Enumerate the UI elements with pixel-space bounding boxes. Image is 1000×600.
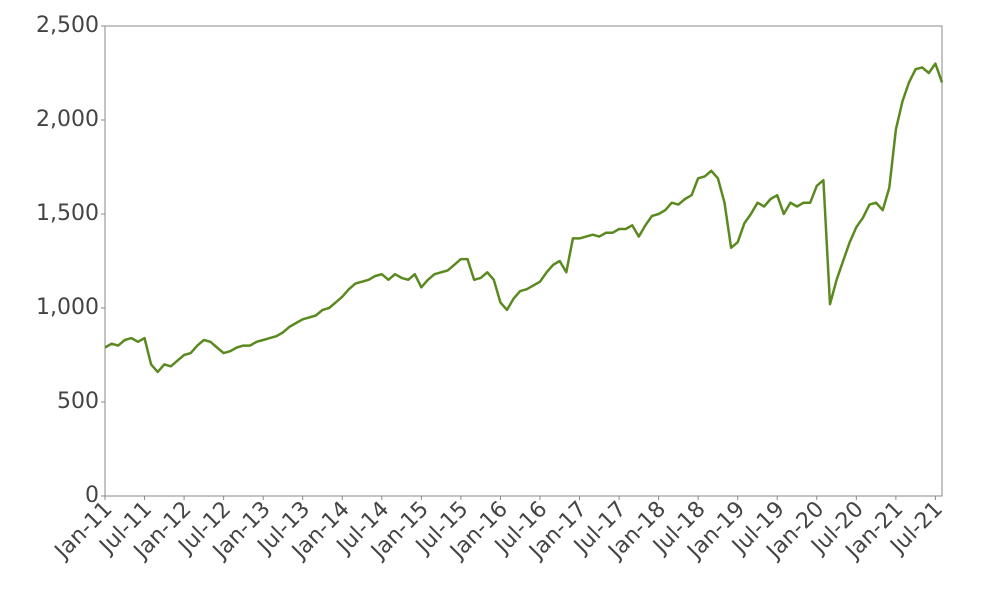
plot-frame <box>104 25 943 497</box>
y-tick-label: 2,000 <box>36 107 99 132</box>
series-line <box>104 62 944 374</box>
y-tick-label: 0 <box>85 483 99 508</box>
y-tick-label: 2,500 <box>36 13 99 38</box>
y-tick-label: 1,500 <box>36 201 99 226</box>
y-tick-label: 1,000 <box>36 295 99 320</box>
y-tick-label: 500 <box>57 389 99 414</box>
